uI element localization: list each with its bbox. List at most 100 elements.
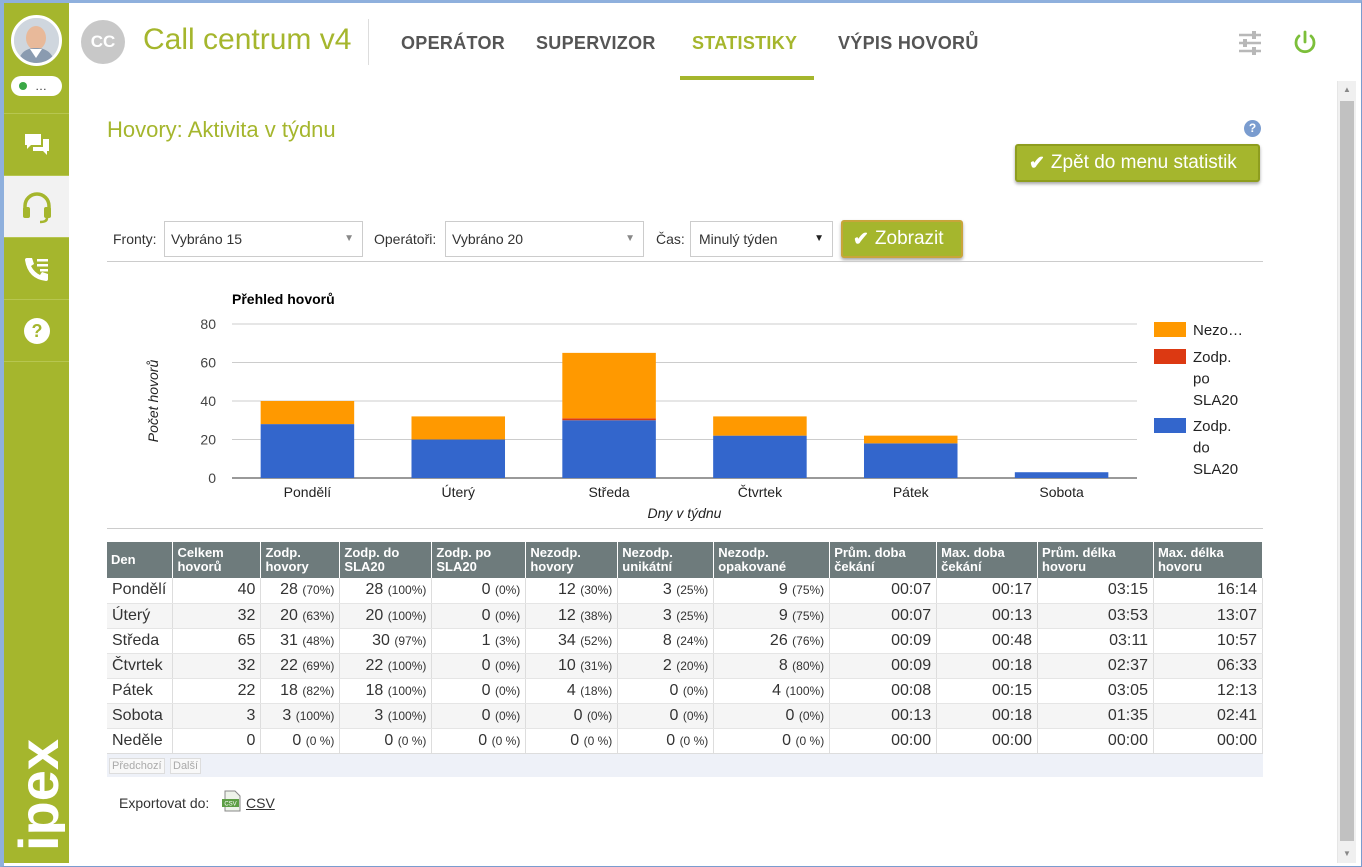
bar-segment [261,401,355,424]
queues-select-value: Vybráno 15 [171,231,242,247]
time-select-value: Minulý týden [699,231,778,247]
x-tick-label: Pátek [893,484,930,500]
table-cell: 00:17 [937,578,1038,603]
user-avatar[interactable] [11,15,62,66]
table-cell: 18 (82%) [261,678,340,703]
chevron-down-icon: ▼ [344,222,354,256]
time-select[interactable]: Minulý týden ▼ [690,221,833,257]
column-header[interactable]: Celkem hovorů [173,542,261,578]
table-cell: 3 (25%) [618,578,714,603]
table-cell: 0 (0%) [432,703,526,728]
sidebar-item-call-log[interactable] [4,237,69,299]
table-cell: 0 (0%) [526,703,618,728]
x-tick-label: Čtvrtek [738,484,783,500]
table-cell: 9 (75%) [714,578,830,603]
table-cell: 40 [173,578,261,603]
bar-segment [261,424,355,478]
y-tick-label: 40 [200,393,216,409]
operators-select[interactable]: Vybráno 20 ▼ [445,221,644,257]
pager-next-button[interactable]: Další [170,758,201,774]
sidebar-item-operator[interactable] [4,175,69,237]
legend-label: SLA20 [1193,392,1238,409]
export-csv-link[interactable]: CSV [246,795,275,811]
column-header[interactable]: Nezodp. opakované [714,542,830,578]
vertical-scrollbar[interactable]: ▲ ▼ [1337,81,1356,863]
table-cell: 20 (63%) [261,603,340,628]
nav-tab-supervisor[interactable]: SUPERVIZOR [536,33,656,54]
app-initials-badge: CC [81,20,125,64]
table-cell: 0 (0 %) [714,728,830,753]
help-icon[interactable]: ? [1244,120,1261,137]
column-header[interactable]: Prům. délka hovoru [1038,542,1154,578]
table-cell: 00:00 [1038,728,1154,753]
export-label: Exportovat do: [119,795,209,811]
y-tick-label: 80 [200,316,216,332]
table-cell: 9 (75%) [714,603,830,628]
table-cell: 34 (52%) [526,628,618,653]
table-row: Neděle 0 0 (0 %) 0 (0 %) 0 (0 %) 0 (0 %) 0 (0 … [107,728,1263,753]
column-header[interactable]: Zodp. do SLA20 [340,542,432,578]
filters-divider [107,261,1263,262]
table-row: Středa 65 31 (48%) 30 (97%) 1 (3%) 34 (52%) 8 … [107,628,1263,653]
column-header[interactable]: Zodp. hovory [261,542,340,578]
legend-label: Nezo… [1193,322,1243,339]
back-to-stats-menu-button[interactable]: ✔ Zpět do menu statistik [1015,144,1260,182]
column-header[interactable]: Max. délka hovoru [1153,542,1262,578]
column-header[interactable]: Max. doba čekání [937,542,1038,578]
day-cell: Sobota [107,703,173,728]
table-cell: 8 (24%) [618,628,714,653]
table-cell: 06:33 [1153,653,1262,678]
table-cell: 0 (0 %) [261,728,340,753]
csv-file-icon[interactable]: CSV [221,790,243,812]
sidebar-item-chat[interactable] [4,113,69,175]
table-pager: Předchozí Další [107,753,1263,777]
table-cell: 26 (76%) [714,628,830,653]
column-header[interactable]: Nezodp. hovory [526,542,618,578]
stats-table: Den Celkem hovorů Zodp. hovory Zodp. do SLA20 Z… [107,542,1263,754]
queues-select[interactable]: Vybráno 15 ▼ [164,221,363,257]
table-cell: 65 [173,628,261,653]
scroll-down-arrow-icon[interactable]: ▼ [1338,845,1356,863]
settings-sliders-icon[interactable] [1236,29,1264,57]
column-header[interactable]: Zodp. po SLA20 [432,542,526,578]
table-cell: 00:13 [937,603,1038,628]
table-cell: 03:11 [1038,628,1154,653]
table-cell: 0 (0%) [432,603,526,628]
table-row: Čtvrtek 32 22 (69%) 22 (100%) 0 (0%) 10 (31%)… [107,653,1263,678]
time-label: Čas: [656,231,685,247]
show-button-label: Zobrazit [875,228,944,250]
column-header[interactable]: Prům. doba čekání [830,542,937,578]
pager-prev-button[interactable]: Předchozí [109,758,165,774]
table-cell: 00:07 [830,603,937,628]
chart-divider [107,528,1263,529]
sidebar-item-help[interactable]: ? [4,299,69,361]
bar-segment [562,353,656,418]
table-cell: 10:57 [1153,628,1262,653]
nav-tab-operator[interactable]: OPERÁTOR [401,33,505,54]
table-cell: 00:09 [830,653,937,678]
queues-label: Fronty: [113,231,157,247]
table-cell: 4 (18%) [526,678,618,703]
legend-swatch [1154,349,1186,364]
chevron-down-icon: ▼ [814,222,824,256]
online-status-dot [19,82,27,90]
scrollbar-thumb[interactable] [1340,101,1354,841]
column-header[interactable]: Den [107,542,173,578]
nav-tab-statistics[interactable]: STATISTIKY [692,33,797,54]
svg-text:CSV: CSV [224,802,236,808]
column-header[interactable]: Nezodp. unikátní [618,542,714,578]
table-cell: 0 (0%) [432,678,526,703]
table-cell: 0 (0 %) [618,728,714,753]
status-indicator[interactable]: … [11,76,62,96]
table-cell: 3 (25%) [618,603,714,628]
power-icon[interactable] [1291,29,1319,57]
table-cell: 22 (100%) [340,653,432,678]
x-tick-label: Sobota [1039,484,1084,500]
table-cell: 03:15 [1038,578,1154,603]
checkmark-icon: ✔ [1029,152,1045,175]
bar-segment [713,436,807,478]
scroll-up-arrow-icon[interactable]: ▲ [1338,81,1356,99]
table-cell: 22 [173,678,261,703]
show-button[interactable]: ✔ Zobrazit [841,220,963,258]
nav-tab-call-listing[interactable]: VÝPIS HOVORŮ [838,33,979,54]
